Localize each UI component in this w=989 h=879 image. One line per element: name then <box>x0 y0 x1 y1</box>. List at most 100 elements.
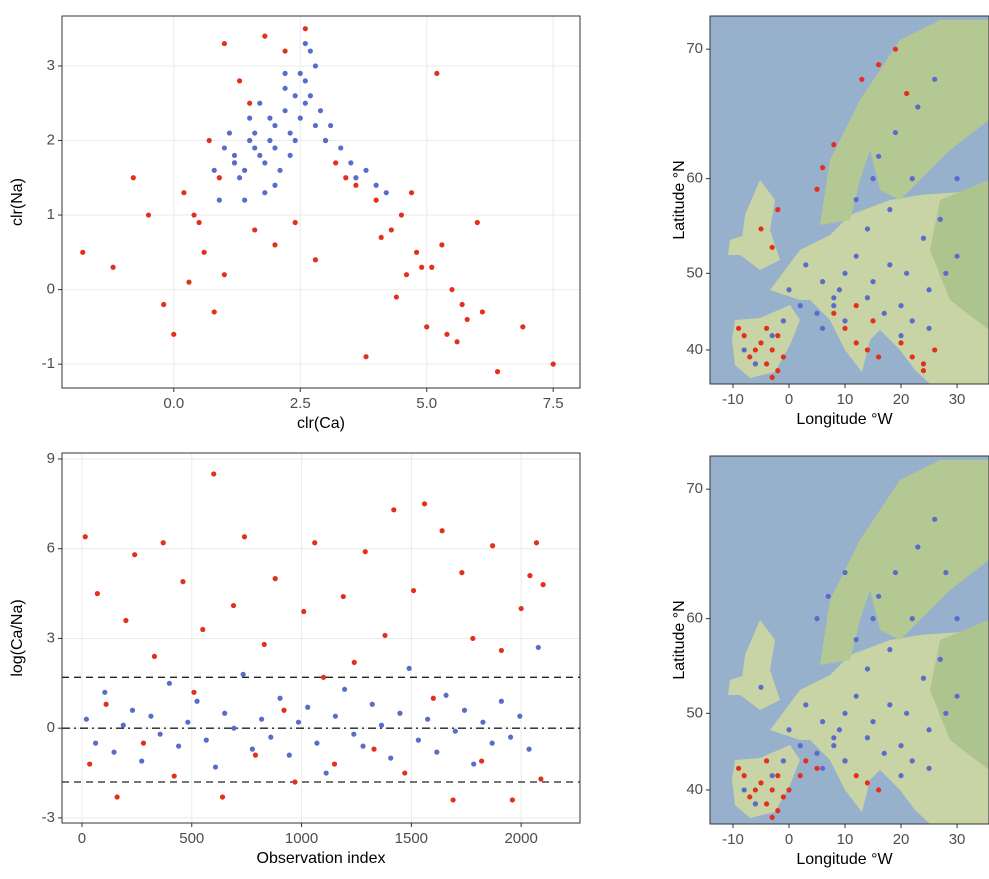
data-point <box>353 183 358 188</box>
data-point <box>898 333 903 338</box>
data-point <box>742 773 747 778</box>
data-point <box>200 627 205 632</box>
data-point <box>257 153 262 158</box>
data-point <box>296 720 301 725</box>
data-point <box>439 242 444 247</box>
y-tick-label: 0 <box>47 281 55 298</box>
data-point <box>520 324 525 329</box>
y-axis-label: Latitude °N <box>671 160 688 239</box>
data-point <box>842 711 847 716</box>
data-point <box>753 787 758 792</box>
data-point <box>363 168 368 173</box>
data-point <box>318 108 323 113</box>
data-point <box>541 582 546 587</box>
data-point <box>926 766 931 771</box>
data-point <box>803 758 808 763</box>
y-tick-label: 60 <box>686 610 703 627</box>
data-point <box>282 86 287 91</box>
data-point <box>313 123 318 128</box>
map-background <box>710 456 989 824</box>
data-point <box>308 48 313 53</box>
x-tick-label: 500 <box>179 830 204 847</box>
data-point <box>820 719 825 724</box>
data-point <box>893 570 898 575</box>
data-point <box>104 702 109 707</box>
data-point <box>429 265 434 270</box>
y-tick-label: 3 <box>47 629 55 646</box>
data-point <box>770 333 775 338</box>
data-point <box>499 699 504 704</box>
data-point <box>865 226 870 231</box>
data-point <box>938 217 943 222</box>
data-point <box>854 340 859 345</box>
x-tick-label: 0 <box>785 831 793 848</box>
data-point <box>272 183 277 188</box>
data-point <box>527 573 532 578</box>
data-point <box>111 750 116 755</box>
data-point <box>932 347 937 352</box>
data-point <box>798 743 803 748</box>
data-point <box>893 47 898 52</box>
data-point <box>371 747 376 752</box>
data-point <box>388 755 393 760</box>
data-point <box>758 226 763 231</box>
x-tick-label: 10 <box>837 831 854 848</box>
data-point <box>384 190 389 195</box>
data-point <box>831 735 836 740</box>
data-point <box>915 104 920 109</box>
y-tick-label: -3 <box>42 809 55 826</box>
data-point <box>915 544 920 549</box>
data-point <box>257 101 262 106</box>
data-point <box>247 116 252 121</box>
data-point <box>323 138 328 143</box>
data-point <box>775 207 780 212</box>
data-point <box>508 735 513 740</box>
plot-background <box>62 16 580 388</box>
data-point <box>775 808 780 813</box>
x-tick-label: 0 <box>785 391 793 408</box>
data-point <box>305 705 310 710</box>
data-point <box>538 776 543 781</box>
data-point <box>775 368 780 373</box>
data-point <box>814 766 819 771</box>
x-axis-label: Longitude °W <box>796 411 893 428</box>
data-point <box>217 175 222 180</box>
data-point <box>287 753 292 758</box>
data-point <box>333 160 338 165</box>
data-point <box>770 773 775 778</box>
data-point <box>272 242 277 247</box>
data-point <box>207 138 212 143</box>
data-point <box>211 471 216 476</box>
y-axis-label: log(Ca/Na) <box>9 599 26 676</box>
y-tick-label: -1 <box>42 355 55 372</box>
y-tick-label: 70 <box>686 480 703 497</box>
data-point <box>887 262 892 267</box>
data-point <box>161 540 166 545</box>
data-point <box>389 227 394 232</box>
data-point <box>517 714 522 719</box>
data-point <box>876 594 881 599</box>
data-point <box>854 637 859 642</box>
y-tick-label: 1 <box>47 206 55 223</box>
data-point <box>196 220 201 225</box>
data-point <box>212 168 217 173</box>
data-point <box>282 108 287 113</box>
data-point <box>820 279 825 284</box>
data-point <box>332 761 337 766</box>
data-point <box>132 552 137 557</box>
data-point <box>921 676 926 681</box>
data-point <box>431 696 436 701</box>
data-point <box>313 63 318 68</box>
data-point <box>288 130 293 135</box>
data-point <box>303 41 308 46</box>
data-point <box>338 145 343 150</box>
data-point <box>370 702 375 707</box>
x-tick-label: 0 <box>78 830 86 847</box>
data-point <box>460 302 465 307</box>
data-point <box>499 648 504 653</box>
data-point <box>876 62 881 67</box>
data-point <box>887 647 892 652</box>
x-tick-label: 20 <box>893 391 910 408</box>
data-point <box>775 773 780 778</box>
x-axis-label: Longitude °W <box>796 851 893 868</box>
